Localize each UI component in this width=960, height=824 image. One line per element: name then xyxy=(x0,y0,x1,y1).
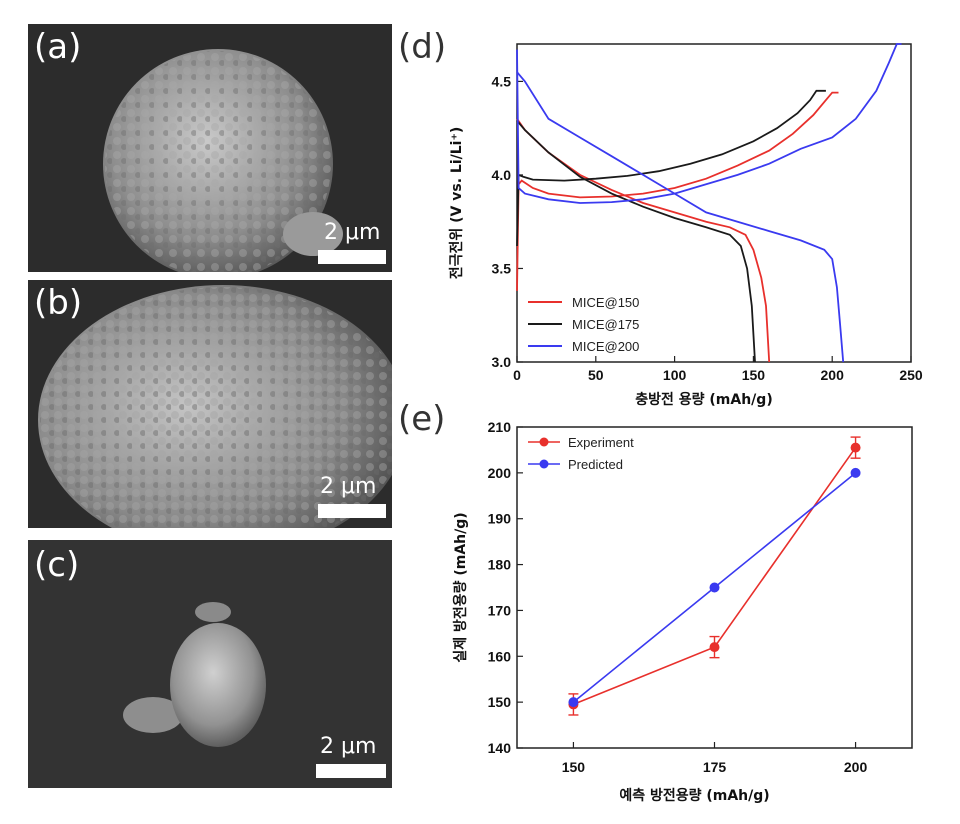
x-tick-label-d: 50 xyxy=(588,367,604,383)
sem-image-a: (a) 2 μm xyxy=(28,24,392,272)
x-tick-label-e: 150 xyxy=(562,759,586,775)
y-tick-label-e: 190 xyxy=(488,511,512,527)
scale-text-c: 2 μm xyxy=(320,734,377,759)
x-tick-label-d: 100 xyxy=(663,367,687,383)
data-point-predicted xyxy=(709,582,720,593)
x-tick-label-e: 175 xyxy=(703,759,727,775)
x-axis-title-d: 충방전 용량 (mAh/g) xyxy=(635,391,772,408)
x-tick-label-d: 250 xyxy=(899,367,923,383)
x-axis-title-e: 예측 방전용량 (mAh/g) xyxy=(619,787,769,804)
x-tick-label-d: 200 xyxy=(821,367,845,383)
discharge-curve-mice-200 xyxy=(516,71,845,363)
discharge-curve-mice-175 xyxy=(516,120,756,363)
y-tick-label-e: 140 xyxy=(488,740,512,756)
sem-texture-b xyxy=(28,280,392,528)
y-tick-label-e: 210 xyxy=(488,419,512,435)
y-tick-label-e: 150 xyxy=(488,694,512,710)
y-tick-label-d: 4.0 xyxy=(492,167,512,183)
y-axis-title-e: 실제 방전용량 (mAh/g) xyxy=(452,512,469,662)
charge-curve-mice-150 xyxy=(516,91,839,291)
sem-image-c: (c) 2 μm xyxy=(28,540,392,788)
legend-label-e: Predicted xyxy=(568,457,623,472)
sem-texture-a xyxy=(28,24,392,272)
y-tick-label-d: 3.0 xyxy=(492,354,512,370)
series-line-experiment xyxy=(573,447,857,706)
scale-text-b: 2 μm xyxy=(320,474,377,499)
x-tick-label-d: 150 xyxy=(742,367,766,383)
sem-texture-c xyxy=(28,540,392,788)
x-tick-label-d: 0 xyxy=(513,367,521,383)
x-tick-label-e: 200 xyxy=(844,759,868,775)
scale-bar-c xyxy=(316,764,386,778)
scale-text-a: 2 μm xyxy=(324,220,381,245)
panel-label-a: (a) xyxy=(34,27,82,67)
legend-label-d: MICE@200 xyxy=(572,339,639,354)
legend-label-e: Experiment xyxy=(568,435,634,450)
charge-curve-mice-200 xyxy=(516,43,902,204)
series-line-predicted xyxy=(572,472,857,703)
scale-bar-b xyxy=(318,504,386,518)
y-axis-title-d: 전극전위 (V vs. Li/Li⁺) xyxy=(448,127,465,280)
discharge-curve-mice-150 xyxy=(516,118,771,363)
y-tick-label-d: 4.5 xyxy=(492,73,512,89)
data-point-predicted xyxy=(568,697,579,708)
y-tick-label-e: 160 xyxy=(488,648,512,664)
panel-label-c: (c) xyxy=(34,545,80,585)
legend-marker-e xyxy=(539,459,549,469)
scale-bar-a xyxy=(318,250,386,264)
legend-label-d: MICE@150 xyxy=(572,295,639,310)
panel-label-b: (b) xyxy=(34,283,83,323)
plot-frame-d xyxy=(516,43,912,363)
sem-image-b: (b) 2 μm xyxy=(28,280,392,528)
y-tick-label-e: 170 xyxy=(488,602,512,618)
data-point-experiment xyxy=(568,699,579,710)
data-point-experiment xyxy=(850,442,861,453)
legend-marker-e xyxy=(539,437,549,447)
plot-frame-e xyxy=(516,426,913,749)
data-point-experiment xyxy=(709,642,720,653)
y-tick-label-d: 3.5 xyxy=(492,260,512,276)
y-tick-label-e: 200 xyxy=(488,465,512,481)
charge-curve-mice-175 xyxy=(516,89,826,247)
legend-label-d: MICE@175 xyxy=(572,317,639,332)
panel-label-d: (d) xyxy=(398,27,447,67)
y-tick-label-e: 180 xyxy=(488,557,512,573)
data-point-predicted xyxy=(850,467,861,478)
panel-label-e: (e) xyxy=(398,399,446,439)
